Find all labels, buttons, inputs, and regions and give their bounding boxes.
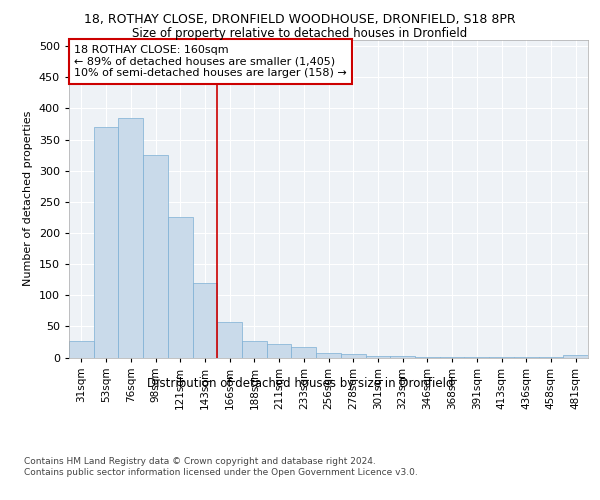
Bar: [415, 357, 440, 358]
Bar: [341, 354, 365, 358]
Bar: [390, 356, 415, 358]
Y-axis label: Number of detached properties: Number of detached properties: [23, 111, 33, 286]
Text: Contains HM Land Registry data © Crown copyright and database right 2024.
Contai: Contains HM Land Registry data © Crown c…: [24, 458, 418, 477]
Bar: [168, 218, 193, 358]
Bar: [539, 357, 563, 358]
Text: 18, ROTHAY CLOSE, DRONFIELD WOODHOUSE, DRONFIELD, S18 8PR: 18, ROTHAY CLOSE, DRONFIELD WOODHOUSE, D…: [84, 12, 516, 26]
Bar: [464, 357, 489, 358]
Text: Size of property relative to detached houses in Dronfield: Size of property relative to detached ho…: [133, 28, 467, 40]
Text: 18 ROTHAY CLOSE: 160sqm
← 89% of detached houses are smaller (1,405)
10% of semi: 18 ROTHAY CLOSE: 160sqm ← 89% of detache…: [74, 45, 347, 78]
Bar: [143, 155, 168, 358]
Bar: [267, 344, 292, 358]
Bar: [193, 283, 217, 358]
Bar: [69, 340, 94, 357]
Bar: [94, 127, 118, 358]
Bar: [440, 357, 464, 358]
Bar: [118, 118, 143, 358]
Bar: [514, 357, 539, 358]
Bar: [292, 347, 316, 358]
Bar: [316, 353, 341, 358]
Bar: [365, 356, 390, 358]
Bar: [217, 322, 242, 358]
Bar: [563, 355, 588, 358]
Bar: [242, 340, 267, 357]
Bar: [489, 357, 514, 358]
Text: Distribution of detached houses by size in Dronfield: Distribution of detached houses by size …: [147, 378, 453, 390]
